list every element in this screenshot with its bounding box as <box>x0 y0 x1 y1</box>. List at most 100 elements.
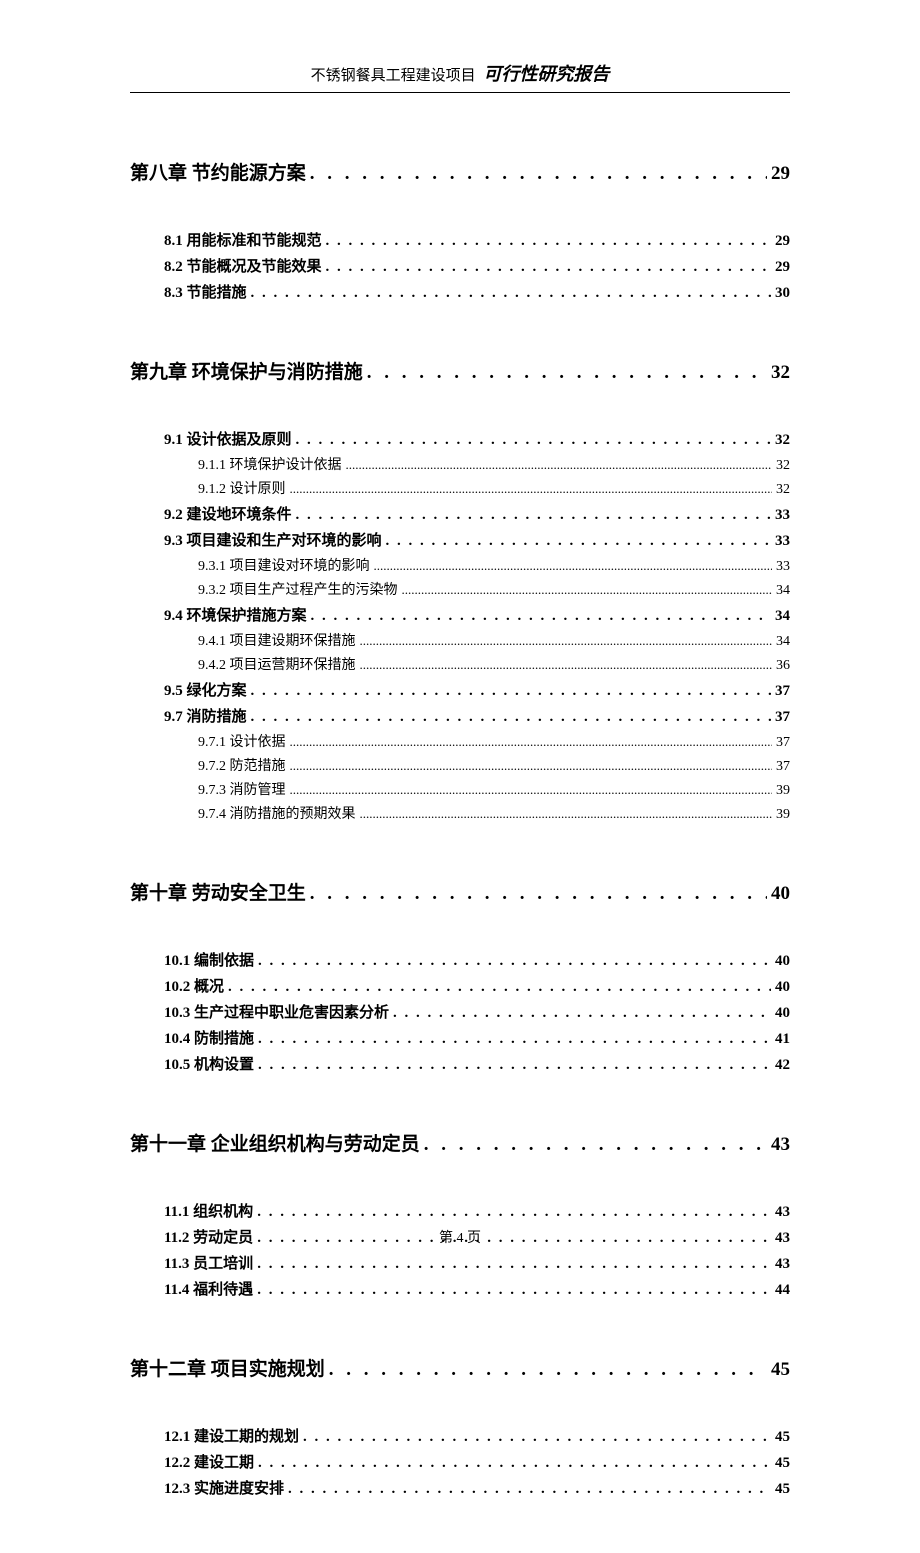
toc-label: 11.3 员工培训 <box>164 1252 253 1273</box>
toc-entry: 10.1 编制依据. . . . . . . . . . . . . . . .… <box>164 949 790 970</box>
toc-page-number: 40 <box>771 883 790 905</box>
toc-label: 10.1 编制依据 <box>164 949 254 970</box>
toc-label: 10.3 生产过程中职业危害因素分析 <box>164 1001 389 1022</box>
toc-label: 第九章 环境保护与消防措施 <box>130 357 363 384</box>
toc-leader-dots: . . . . . . . . . . . . . . . . . . . . … <box>251 285 771 302</box>
toc-label: 9.5 绿化方案 <box>164 679 247 700</box>
toc-entry: 9.1 设计依据及原则. . . . . . . . . . . . . . .… <box>164 428 790 449</box>
toc-entry: 第九章 环境保护与消防措施. . . . . . . . . . . . . .… <box>130 332 790 406</box>
toc-page-number: 29 <box>775 259 790 276</box>
toc-page-number: 29 <box>775 233 790 250</box>
toc-leader-dots: . . . . . . . . . . . . . . . . . . . . … <box>386 533 771 550</box>
toc-entry: 9.4.2 项目运营期环保措施.........................… <box>198 654 790 674</box>
toc-entry: 9.3.2 项目生产过程产生的污染物......................… <box>198 579 790 599</box>
toc-page-number: 43 <box>771 1134 790 1156</box>
table-of-contents: 第八章 节约能源方案. . . . . . . . . . . . . . . … <box>130 133 790 1498</box>
toc-entry: 10.4 防制措施. . . . . . . . . . . . . . . .… <box>164 1027 790 1048</box>
toc-entry: 9.5 绿化方案. . . . . . . . . . . . . . . . … <box>164 679 790 700</box>
toc-entry: 10.5 机构设置. . . . . . . . . . . . . . . .… <box>164 1053 790 1074</box>
toc-page-number: 39 <box>776 783 790 799</box>
toc-leader-dots: . . . . . . . . . . . . . . . . . . . . … <box>310 163 767 185</box>
header-project: 不锈钢餐具工程建设项目 <box>311 68 476 84</box>
toc-entry: 8.3 节能措施. . . . . . . . . . . . . . . . … <box>164 281 790 302</box>
toc-label: 12.1 建设工期的规划 <box>164 1425 299 1446</box>
toc-leader-dots: ........................................… <box>290 734 773 750</box>
toc-leader-dots: ........................................… <box>360 633 773 649</box>
toc-label: 第十章 劳动安全卫生 <box>130 878 306 905</box>
toc-entry: 9.4 环境保护措施方案. . . . . . . . . . . . . . … <box>164 604 790 625</box>
toc-leader-dots: ........................................… <box>346 457 773 473</box>
toc-leader-dots: . . . . . . . . . . . . . . . . . . . . … <box>257 1256 771 1273</box>
toc-leader-dots: . . . . . . . . . . . . . . . . . . . . … <box>326 259 771 276</box>
toc-label: 12.3 实施进度安排 <box>164 1477 284 1498</box>
toc-entry: 8.2 节能概况及节能效果. . . . . . . . . . . . . .… <box>164 255 790 276</box>
toc-entry: 9.4.1 项目建设期环保措施.........................… <box>198 630 790 650</box>
toc-entry: 9.1.1 环境保护设计依据..........................… <box>198 454 790 474</box>
toc-entry: 9.7.2 防范措施..............................… <box>198 755 790 775</box>
toc-page-number: 45 <box>775 1455 790 1472</box>
toc-page-number: 36 <box>776 658 790 674</box>
toc-page-number: 37 <box>775 709 790 726</box>
toc-leader-dots: ........................................… <box>374 558 773 574</box>
toc-entry: 第十章 劳动安全卫生. . . . . . . . . . . . . . . … <box>130 853 790 927</box>
toc-label: 第十一章 企业组织机构与劳动定员 <box>130 1129 420 1156</box>
toc-page-number: 39 <box>776 807 790 823</box>
toc-label: 9.3.2 项目生产过程产生的污染物 <box>198 579 398 599</box>
toc-page-number: 34 <box>776 634 790 650</box>
toc-page-number: 37 <box>776 735 790 751</box>
toc-leader-dots: . . . . . . . . . . . . . . . . . . . . … <box>296 507 771 524</box>
toc-label: 10.2 概况 <box>164 975 224 996</box>
toc-label: 11.4 福利待遇 <box>164 1278 253 1299</box>
toc-entry: 12.2 建设工期. . . . . . . . . . . . . . . .… <box>164 1451 790 1472</box>
toc-entry: 9.2 建设地环境条件. . . . . . . . . . . . . . .… <box>164 503 790 524</box>
toc-label: 9.7.2 防范措施 <box>198 755 286 775</box>
toc-page-number: 37 <box>775 683 790 700</box>
toc-page-number: 42 <box>775 1057 790 1074</box>
document-page: 不锈钢餐具工程建设项目 可行性研究报告 第八章 节约能源方案. . . . . … <box>0 0 920 1553</box>
toc-label: 11.1 组织机构 <box>164 1200 253 1221</box>
toc-leader-dots: . . . . . . . . . . . . . . . . . . . . … <box>251 683 771 700</box>
toc-page-number: 33 <box>776 559 790 575</box>
toc-leader-dots: . . . . . . . . . . . . . . . . . . . . … <box>251 709 771 726</box>
toc-page-number: 30 <box>775 285 790 302</box>
toc-label: 9.7.4 消防措施的预期效果 <box>198 803 356 823</box>
toc-entry: 9.3.1 项目建设对环境的影响........................… <box>198 555 790 575</box>
toc-label: 9.4 环境保护措施方案 <box>164 604 307 625</box>
toc-entry: 12.3 实施进度安排. . . . . . . . . . . . . . .… <box>164 1477 790 1498</box>
toc-entry: 10.3 生产过程中职业危害因素分析. . . . . . . . . . . … <box>164 1001 790 1022</box>
toc-label: 10.5 机构设置 <box>164 1053 254 1074</box>
toc-label: 9.4.1 项目建设期环保措施 <box>198 630 356 650</box>
toc-leader-dots: . . . . . . . . . . . . . . . . . . . . … <box>257 1204 771 1221</box>
toc-page-number: 41 <box>775 1031 790 1048</box>
toc-entry: 9.7.1 设计依据..............................… <box>198 731 790 751</box>
toc-page-number: 34 <box>775 608 790 625</box>
toc-page-number: 45 <box>771 1359 790 1381</box>
toc-leader-dots: . . . . . . . . . . . . . . . . . . . . … <box>258 1455 771 1472</box>
toc-leader-dots: . . . . . . . . . . . . . . . . . . . . … <box>329 1359 767 1381</box>
toc-leader-dots: . . . . . . . . . . . . . . . . . . . . … <box>303 1429 771 1446</box>
toc-entry: 8.1 用能标准和节能规范. . . . . . . . . . . . . .… <box>164 229 790 250</box>
page-footer: 第 4 页 <box>0 1227 920 1247</box>
toc-entry: 第八章 节约能源方案. . . . . . . . . . . . . . . … <box>130 133 790 207</box>
toc-leader-dots: . . . . . . . . . . . . . . . . . . . . … <box>258 1057 771 1074</box>
toc-page-number: 32 <box>775 432 790 449</box>
toc-leader-dots: ........................................… <box>290 481 773 497</box>
toc-entry: 9.7.4 消防措施的预期效果.........................… <box>198 803 790 823</box>
toc-page-number: 40 <box>775 1005 790 1022</box>
toc-page-number: 32 <box>776 482 790 498</box>
toc-leader-dots: ........................................… <box>290 782 773 798</box>
toc-label: 9.3.1 项目建设对环境的影响 <box>198 555 370 575</box>
toc-page-number: 43 <box>775 1204 790 1221</box>
toc-label: 10.4 防制措施 <box>164 1027 254 1048</box>
toc-leader-dots: . . . . . . . . . . . . . . . . . . . . … <box>258 1031 771 1048</box>
toc-entry: 11.1 组织机构. . . . . . . . . . . . . . . .… <box>164 1200 790 1221</box>
toc-label: 9.1.1 环境保护设计依据 <box>198 454 342 474</box>
toc-leader-dots: . . . . . . . . . . . . . . . . . . . . … <box>310 883 767 905</box>
toc-page-number: 33 <box>775 507 790 524</box>
toc-label: 9.4.2 项目运营期环保措施 <box>198 654 356 674</box>
toc-leader-dots: . . . . . . . . . . . . . . . . . . . . … <box>326 233 771 250</box>
toc-entry: 10.2 概况. . . . . . . . . . . . . . . . .… <box>164 975 790 996</box>
toc-entry: 11.3 员工培训. . . . . . . . . . . . . . . .… <box>164 1252 790 1273</box>
toc-label: 12.2 建设工期 <box>164 1451 254 1472</box>
toc-page-number: 34 <box>776 583 790 599</box>
